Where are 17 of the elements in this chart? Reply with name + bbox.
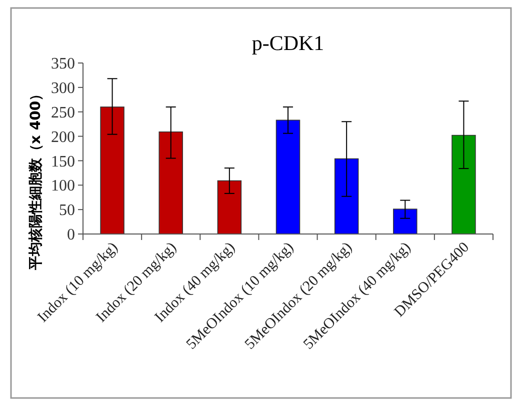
bar	[334, 158, 359, 234]
y-tick-label: 200	[51, 128, 75, 146]
y-tick-label: 100	[51, 178, 75, 195]
bar	[100, 106, 124, 234]
y-tick-label: 150	[51, 153, 75, 170]
y-axis-title: 平均核陽性細胞数（x 400）	[28, 86, 44, 272]
y-tick-label: 350	[51, 56, 75, 73]
bar	[158, 131, 183, 234]
bar	[217, 180, 242, 234]
y-tick-label: 300	[51, 80, 75, 98]
bar	[452, 134, 476, 234]
y-tick-label: 50	[59, 202, 75, 220]
y-tick-label: 250	[51, 104, 75, 122]
y-tick-label: 0	[67, 226, 75, 244]
bar	[276, 120, 300, 234]
bar	[393, 208, 418, 234]
chart-title: p-CDK1	[252, 31, 324, 55]
